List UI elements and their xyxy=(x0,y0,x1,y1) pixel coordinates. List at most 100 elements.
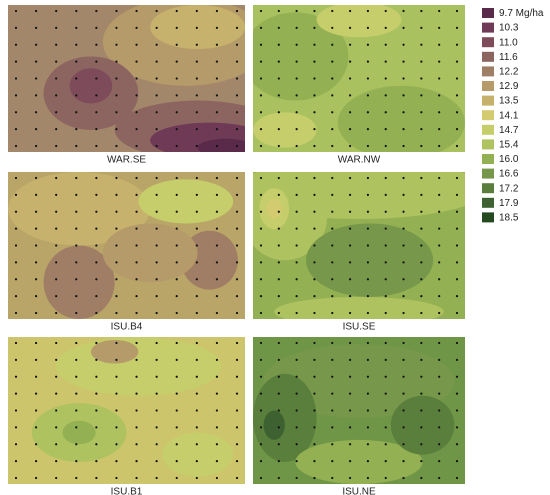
sample-point xyxy=(438,426,441,429)
sample-point xyxy=(75,128,78,131)
legend-label: 16.6 xyxy=(499,169,519,180)
sample-point xyxy=(313,358,316,361)
panel-label: WAR.SE xyxy=(107,155,146,166)
sample-point xyxy=(115,111,118,114)
sample-point xyxy=(384,128,387,131)
sample-point xyxy=(277,409,280,412)
sample-point xyxy=(384,476,387,480)
sample-point xyxy=(438,128,441,131)
sample-point xyxy=(195,311,198,315)
sample-point xyxy=(420,295,423,298)
sample-point xyxy=(235,311,239,315)
sample-point xyxy=(402,311,405,315)
sample-point xyxy=(331,9,334,13)
sample-point xyxy=(34,341,38,345)
sample-point xyxy=(366,43,370,46)
sample-point xyxy=(14,409,18,412)
sample-point xyxy=(438,111,441,114)
sample-point xyxy=(34,358,38,361)
sample-point xyxy=(55,43,58,46)
sample-point xyxy=(331,392,334,395)
sample-point xyxy=(420,210,423,213)
sample-point xyxy=(366,77,370,80)
sample-point xyxy=(331,94,334,97)
sample-point xyxy=(195,460,198,463)
sample-point xyxy=(55,26,58,29)
sample-point xyxy=(75,409,78,412)
sample-point xyxy=(259,128,263,131)
sample-point xyxy=(455,128,459,131)
sample-point xyxy=(259,341,263,345)
sample-point xyxy=(295,426,298,429)
sample-point xyxy=(115,9,118,13)
sample-point xyxy=(313,210,316,213)
sample-point xyxy=(34,476,38,480)
sample-point xyxy=(175,128,178,131)
sample-point xyxy=(75,460,78,463)
contour-zone xyxy=(43,245,115,319)
sample-point xyxy=(384,60,387,63)
sample-point xyxy=(215,261,219,264)
sample-point xyxy=(135,409,138,412)
sample-point xyxy=(95,341,98,345)
sample-point xyxy=(402,128,405,131)
legend-label: 11.0 xyxy=(499,37,518,48)
sample-point xyxy=(135,193,138,196)
sample-point xyxy=(34,460,38,463)
sample-point xyxy=(295,375,298,378)
sample-point xyxy=(115,176,118,180)
sample-point xyxy=(331,476,334,480)
sample-point xyxy=(175,26,178,29)
sample-point xyxy=(313,261,316,264)
sample-point xyxy=(115,311,118,315)
sample-point xyxy=(135,358,138,361)
sample-point xyxy=(95,60,98,63)
contour-zone xyxy=(150,5,245,50)
sample-point xyxy=(135,392,138,395)
sample-point xyxy=(135,128,138,131)
sample-point xyxy=(195,60,198,63)
sample-point xyxy=(295,244,298,247)
legend-label: 14.1 xyxy=(499,110,519,121)
sample-point xyxy=(235,460,239,463)
sample-point xyxy=(34,426,38,429)
sample-point xyxy=(195,128,198,131)
sample-point xyxy=(55,409,58,412)
sample-point xyxy=(155,341,158,345)
sample-point xyxy=(313,476,316,480)
sample-point xyxy=(348,210,352,213)
sample-point xyxy=(348,43,352,46)
sample-point xyxy=(235,77,239,80)
sample-point xyxy=(402,392,405,395)
sample-point xyxy=(34,144,38,148)
sample-point xyxy=(366,26,370,29)
sample-point xyxy=(348,341,352,345)
sample-point xyxy=(14,244,18,247)
legend-swatch xyxy=(482,168,494,179)
sample-point xyxy=(331,111,334,114)
legend-label: 15.4 xyxy=(499,140,519,151)
sample-point xyxy=(295,341,298,345)
sample-point xyxy=(14,193,18,196)
sample-point xyxy=(366,375,370,378)
sample-point xyxy=(235,144,239,148)
sample-point xyxy=(155,375,158,378)
sample-point xyxy=(259,43,263,46)
sample-point xyxy=(34,60,38,63)
sample-point xyxy=(348,476,352,480)
panel-label: WAR.NW xyxy=(338,155,381,166)
sample-point xyxy=(366,176,370,180)
sample-point xyxy=(402,144,405,148)
sample-point xyxy=(34,295,38,298)
sample-point xyxy=(75,227,78,230)
sample-point xyxy=(55,244,58,247)
sample-point xyxy=(331,358,334,361)
sample-point xyxy=(75,26,78,29)
sample-point xyxy=(55,392,58,395)
sample-point xyxy=(259,210,263,213)
sample-point xyxy=(438,9,441,13)
sample-point xyxy=(155,244,158,247)
sample-point xyxy=(420,460,423,463)
sample-point xyxy=(175,311,178,315)
sample-point xyxy=(384,176,387,180)
